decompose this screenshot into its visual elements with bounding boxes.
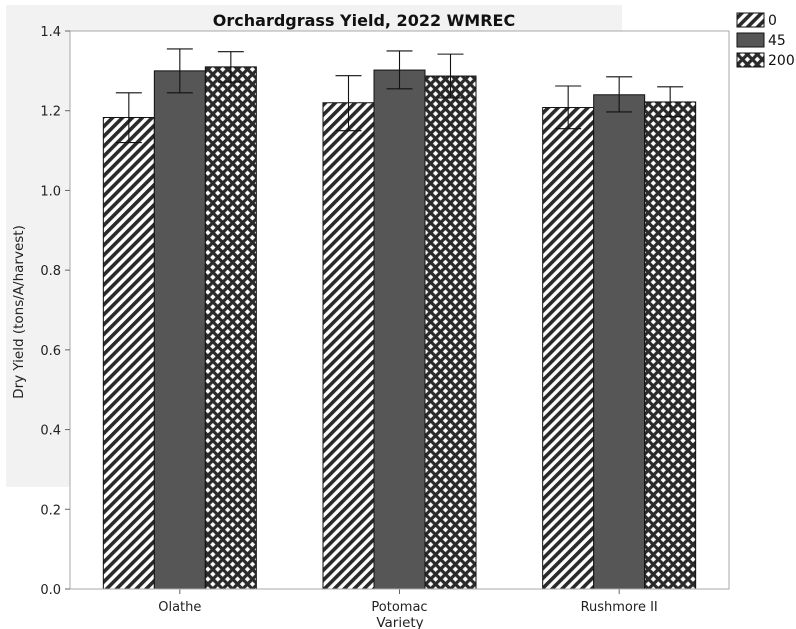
bars-layer — [102, 66, 697, 590]
chart-title: Orchardgrass Yield, 2022 WMREC — [213, 11, 515, 30]
x-tick-label: Rushmore II — [581, 600, 658, 615]
y-axis-title: Dry Yield (tons/A/harvest) — [11, 225, 27, 399]
y-tick-label: 1.0 — [40, 184, 61, 199]
legend: 0 45 200 — [736, 12, 795, 69]
y-tick-label: 1.2 — [40, 105, 61, 120]
legend-label-45: 45 — [768, 33, 786, 49]
legend-label-200: 200 — [768, 53, 795, 69]
y-tick-label: 0.6 — [40, 344, 61, 359]
bar-0-rushmore-ii — [542, 107, 595, 590]
bar-45-potomac — [373, 69, 426, 590]
error-bar-200-rushmore-ii — [657, 86, 684, 118]
error-bars-layer — [115, 48, 684, 144]
x-tick-label: Olathe — [158, 600, 201, 615]
y-tick-label: 1.4 — [40, 25, 61, 40]
legend-swatch-200 — [736, 52, 765, 68]
bar-0-olathe — [102, 116, 155, 590]
legend-label-0: 0 — [768, 13, 777, 29]
error-bar-200-potomac — [437, 53, 464, 99]
error-bar-200-olathe — [217, 51, 244, 83]
bar-200-potomac — [424, 75, 477, 590]
y-tick-label: 0.2 — [40, 503, 61, 518]
legend-swatch-45 — [736, 32, 765, 48]
error-bar-0-potomac — [335, 75, 362, 132]
bar-45-olathe — [153, 70, 206, 590]
error-bar-0-olathe — [115, 92, 142, 144]
error-bar-45-potomac — [386, 50, 413, 90]
legend-swatch-0 — [736, 12, 765, 28]
bar-45-rushmore-ii — [593, 94, 646, 590]
bar-200-olathe — [204, 66, 257, 590]
error-bar-45-rushmore-ii — [606, 76, 633, 113]
y-tick-label: 0.4 — [40, 424, 61, 439]
error-bar-0-rushmore-ii — [555, 85, 582, 130]
x-axis-title: Variety — [376, 615, 423, 629]
x-tick-label: Potomac — [371, 600, 427, 615]
axes-layer: Olathe Potomac Rushmore II 0.0 0.2 0.4 0.6 0.8 1… — [40, 25, 730, 615]
error-bar-45-olathe — [166, 48, 193, 94]
plot-frame — [69, 30, 730, 590]
y-tick-label: 0.0 — [40, 583, 61, 598]
bar-200-rushmore-ii — [644, 101, 697, 590]
y-tick-label: 0.8 — [40, 264, 61, 279]
bar-0-potomac — [322, 102, 375, 590]
